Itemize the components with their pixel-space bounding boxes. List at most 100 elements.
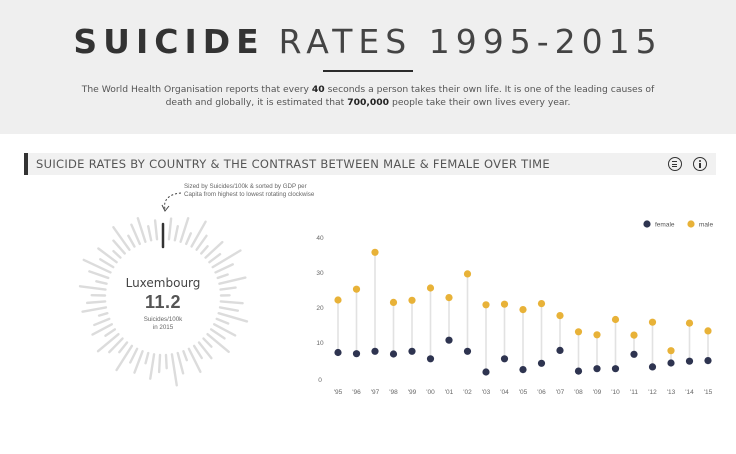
female-point[interactable]	[648, 363, 657, 371]
male-point[interactable]	[371, 248, 379, 256]
country-ray[interactable]	[85, 300, 107, 305]
country-ray[interactable]	[219, 300, 244, 305]
country-ray[interactable]	[144, 351, 150, 365]
country-ray[interactable]	[185, 232, 192, 246]
male-point[interactable]	[334, 296, 342, 304]
female-point[interactable]	[352, 350, 361, 358]
country-ray[interactable]	[129, 347, 139, 364]
male-point[interactable]	[463, 270, 472, 278]
country-ray[interactable]	[209, 328, 226, 340]
country-ray[interactable]	[211, 249, 242, 269]
country-ray[interactable]	[200, 245, 209, 255]
country-ray[interactable]	[197, 341, 213, 360]
female-point[interactable]	[611, 365, 620, 373]
male-point[interactable]	[593, 331, 601, 339]
male-point[interactable]	[611, 315, 620, 324]
country-ray[interactable]	[93, 317, 111, 327]
country-ray[interactable]	[82, 258, 112, 274]
country-ray[interactable]	[182, 350, 189, 362]
female-point[interactable]	[463, 347, 472, 355]
country-ray[interactable]	[118, 341, 129, 354]
country-ray[interactable]	[167, 217, 173, 241]
male-point[interactable]	[667, 347, 675, 355]
female-point[interactable]	[482, 368, 490, 376]
male-point[interactable]	[556, 312, 564, 320]
female-point[interactable]	[426, 355, 435, 363]
female-point[interactable]	[334, 348, 342, 357]
country-ray[interactable]	[104, 328, 117, 337]
info-icon[interactable]	[693, 157, 707, 171]
female-point[interactable]	[685, 357, 694, 365]
male-point[interactable]	[630, 331, 638, 339]
country-ray[interactable]	[108, 337, 124, 354]
country-ray[interactable]	[97, 247, 118, 264]
country-ray[interactable]	[179, 217, 190, 243]
country-ray[interactable]	[112, 239, 126, 255]
country-ray[interactable]	[136, 217, 147, 243]
female-point[interactable]	[519, 366, 527, 374]
country-ray[interactable]	[214, 263, 234, 274]
country-ray[interactable]	[190, 220, 207, 248]
male-point[interactable]	[482, 301, 490, 309]
country-ray[interactable]	[170, 353, 178, 387]
country-ray[interactable]	[81, 306, 108, 313]
country-ray[interactable]	[218, 276, 247, 285]
male-point[interactable]	[685, 319, 694, 327]
country-ray[interactable]	[173, 225, 179, 242]
country-ray[interactable]	[91, 323, 114, 336]
male-point[interactable]	[704, 327, 712, 335]
male-point[interactable]	[574, 328, 583, 336]
country-ray[interactable]	[176, 351, 185, 375]
male-point[interactable]	[519, 306, 527, 314]
country-ray[interactable]	[204, 240, 224, 259]
country-ray[interactable]	[115, 344, 134, 372]
country-ray[interactable]	[112, 226, 131, 251]
country-ray[interactable]	[88, 270, 110, 280]
female-point[interactable]	[667, 359, 675, 367]
female-point[interactable]	[500, 355, 509, 363]
country-ray[interactable]	[202, 337, 213, 348]
country-ray[interactable]	[147, 225, 153, 242]
female-point[interactable]	[408, 347, 416, 355]
female-point[interactable]	[537, 359, 546, 367]
male-point[interactable]	[500, 300, 509, 308]
country-ray[interactable]	[112, 249, 122, 259]
radial-rays[interactable]	[78, 217, 249, 387]
country-ray[interactable]	[99, 258, 115, 269]
female-point[interactable]	[556, 346, 564, 354]
male-point[interactable]	[408, 296, 416, 304]
female-point[interactable]	[389, 350, 398, 358]
country-ray[interactable]	[153, 219, 159, 241]
female-point[interactable]	[593, 365, 601, 373]
country-ray[interactable]	[192, 344, 203, 360]
male-point[interactable]	[426, 284, 435, 292]
menu-icon[interactable]	[668, 157, 682, 171]
female-point[interactable]	[704, 357, 712, 365]
country-ray[interactable]	[95, 280, 108, 285]
country-ray[interactable]	[212, 323, 237, 337]
country-ray[interactable]	[206, 332, 230, 354]
country-ray[interactable]	[219, 286, 237, 291]
female-point[interactable]	[371, 347, 379, 355]
country-ray[interactable]	[127, 234, 136, 248]
female-point[interactable]	[630, 350, 638, 358]
country-ray[interactable]	[216, 273, 229, 280]
country-ray[interactable]	[164, 353, 168, 370]
female-point[interactable]	[445, 336, 453, 344]
country-ray[interactable]	[157, 353, 162, 374]
country-ray[interactable]	[218, 306, 240, 312]
male-point[interactable]	[389, 298, 398, 306]
country-ray[interactable]	[130, 223, 141, 246]
country-ray[interactable]	[96, 332, 120, 353]
country-ray[interactable]	[215, 317, 230, 325]
chart-points[interactable]	[334, 248, 712, 376]
country-ray[interactable]	[78, 285, 107, 291]
male-point[interactable]	[352, 285, 361, 293]
country-ray[interactable]	[195, 234, 208, 251]
country-ray[interactable]	[133, 350, 144, 374]
male-point[interactable]	[445, 294, 453, 302]
country-ray[interactable]	[97, 312, 109, 317]
country-ray[interactable]	[208, 253, 222, 264]
female-point[interactable]	[574, 367, 583, 375]
male-point[interactable]	[537, 300, 546, 308]
